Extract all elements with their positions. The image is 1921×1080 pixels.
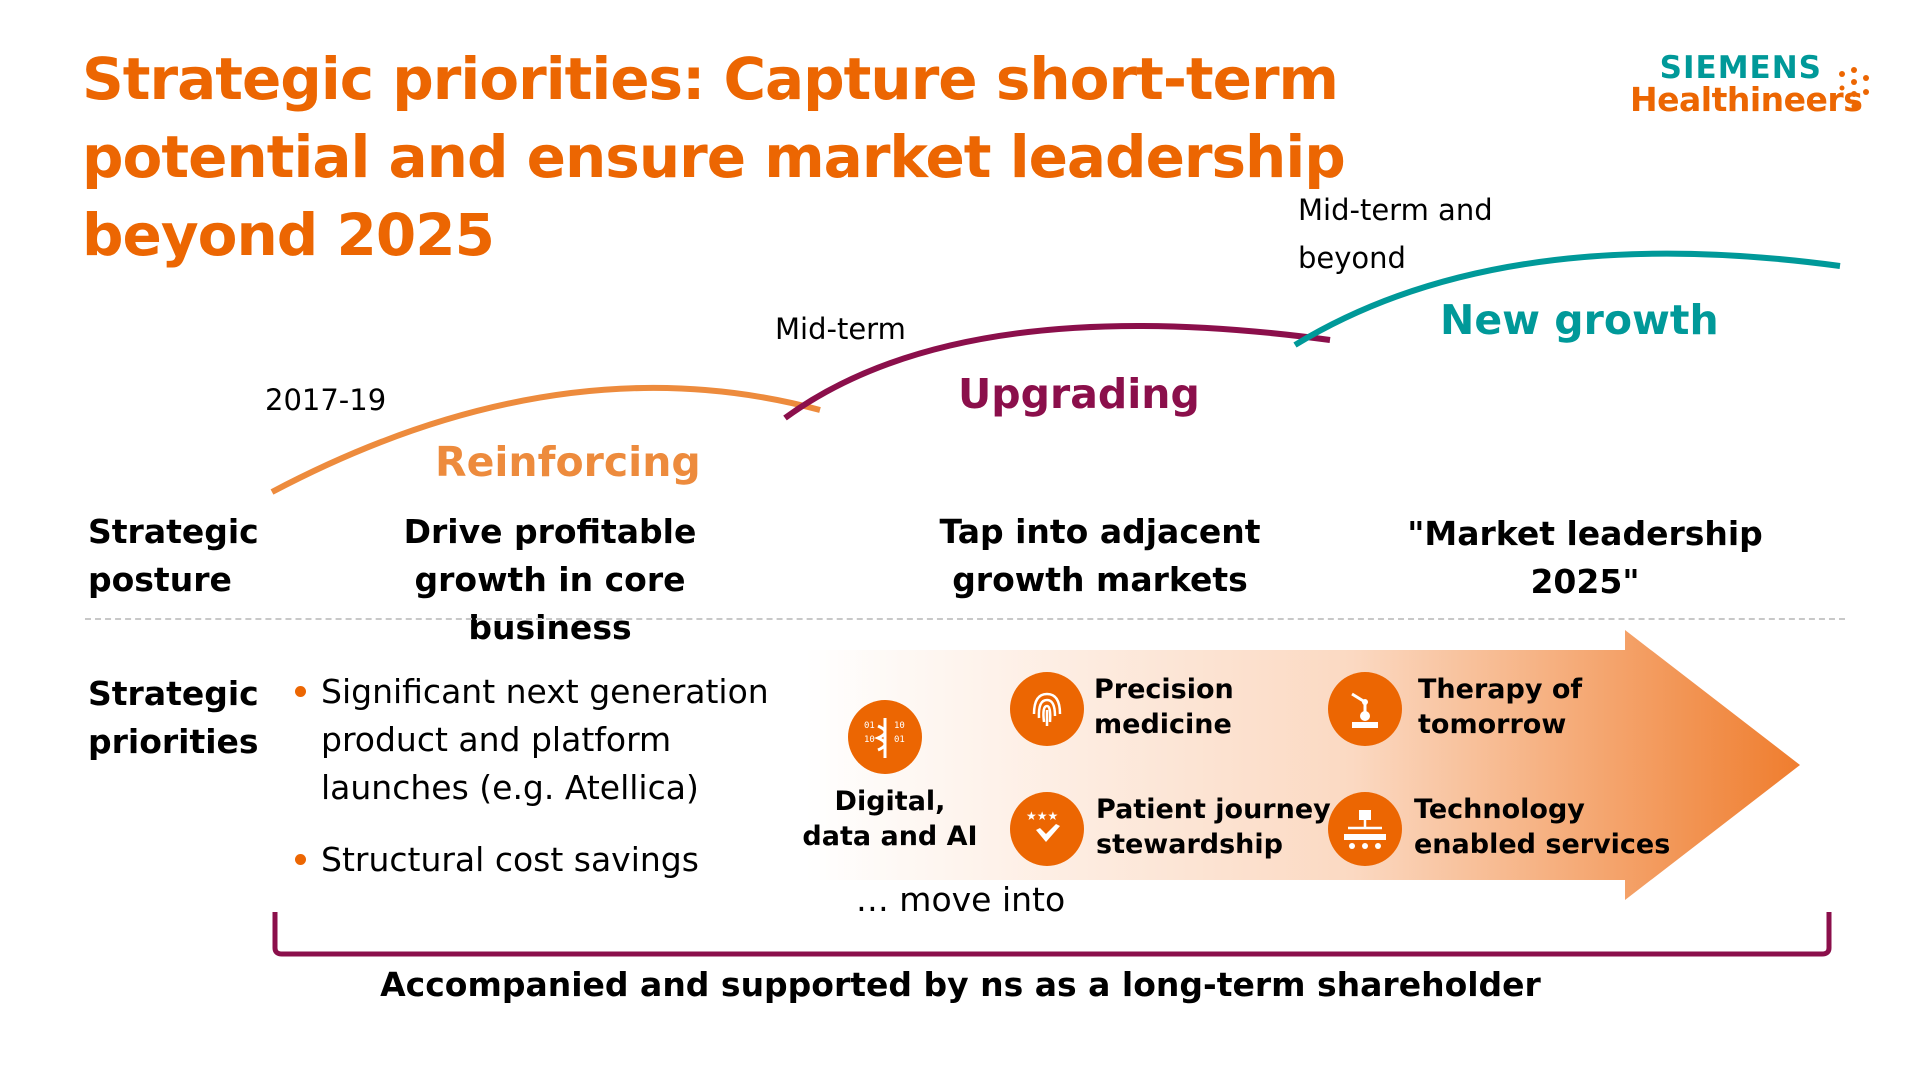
phase-name-reinforcing: Reinforcing [435, 438, 701, 486]
section-divider [85, 618, 1845, 620]
fingerprint-icon [1010, 672, 1084, 746]
page-title: Strategic priorities: Capture short-term… [82, 45, 1346, 269]
new-growth-curve [1293, 250, 1841, 348]
upgrading-curve [783, 322, 1331, 421]
bullet-item: Significant next generation product and … [293, 668, 813, 812]
row-header-posture: Strategic posture [88, 512, 259, 599]
rating-hand-icon: ★★★ [1010, 792, 1084, 866]
priority-label-technology: Technology enabled services [1414, 794, 1671, 860]
support-bracket [272, 912, 1832, 957]
svg-text:10: 10 [894, 721, 905, 731]
priority-label-precision: Precision medicine [1094, 674, 1234, 740]
phase-time-new-growth: Mid-term and beyond [1298, 193, 1493, 275]
svg-text:01: 01 [894, 735, 905, 745]
logo-dots-icon [1839, 67, 1869, 109]
priority-label-therapy: Therapy of tomorrow [1418, 674, 1583, 740]
posture-new-growth: "Market leadership 2025" [1407, 514, 1763, 601]
bullet-item: Structural cost savings [293, 836, 813, 884]
footer-statement: Accompanied and supported by ns as a lon… [380, 965, 1541, 1004]
posture-upgrading: Tap into adjacent growth markets [939, 512, 1261, 599]
service-network-icon [1328, 792, 1402, 866]
phase-name-new-growth: New growth [1440, 296, 1719, 344]
phase-curves [270, 250, 1841, 495]
move-into-label: … move into [855, 880, 1066, 919]
robot-arm-icon [1328, 672, 1402, 746]
priority-label-digital: Digital, data and AI [802, 786, 978, 852]
phase-time-upgrading: Mid-term [775, 312, 906, 346]
svg-text:01: 01 [864, 721, 875, 731]
phase-time-reinforcing: 2017-19 [265, 383, 387, 417]
svg-text:10: 10 [864, 735, 875, 745]
reinforcing-curve [270, 384, 821, 495]
row-header-priorities: Strategic priorities [88, 674, 259, 761]
digital-data-icon: 01 10 10 01 [848, 700, 922, 774]
priority-bullet-list: Significant next generation product and … [293, 668, 813, 908]
siemens-healthineers-logo: SIEMENS Healthineers [1630, 50, 1900, 130]
priority-label-patient: Patient journey stewardship [1096, 794, 1331, 860]
logo-text-siemens: SIEMENS [1659, 50, 1822, 86]
posture-reinforcing: Drive profitable growth in core business [403, 512, 697, 647]
svg-text:★★★: ★★★ [1026, 809, 1058, 823]
phase-name-upgrading: Upgrading [958, 370, 1200, 418]
logo-text-healthineers: Healthineers [1630, 80, 1863, 119]
